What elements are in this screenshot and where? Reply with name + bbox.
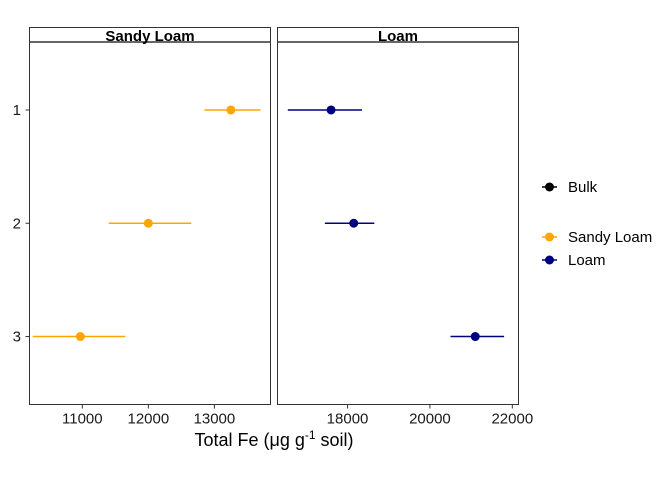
y-tick-label-2: 2	[13, 215, 21, 232]
data-point-2	[349, 218, 359, 228]
y-tick-label-1: 1	[13, 102, 21, 119]
panel-sandy-loam-border	[29, 27, 271, 405]
legend-marker-sandy-loam	[545, 232, 554, 242]
x-axis-title: Total Fe (μg g-1 soil)	[194, 428, 353, 450]
data-point-1	[326, 105, 336, 115]
data-point-3	[75, 332, 85, 342]
x-tick-label-11000: 11000	[62, 411, 103, 428]
panel-loam-marks: 18000 20000 22000	[287, 105, 533, 428]
x-tick-label-12000: 12000	[127, 411, 169, 428]
x-axis-title-mu: μ	[269, 430, 279, 450]
data-point-3	[470, 332, 480, 342]
legend: Bulk Sandy Loam Loam	[542, 179, 652, 269]
x-tick-label-13000: 13000	[194, 411, 236, 428]
legend-label-bulk: Bulk	[568, 179, 598, 196]
panel-loam-title: Loam	[378, 28, 418, 45]
x-axis-title-sup: -1	[305, 428, 316, 442]
legend-marker-loam	[545, 255, 554, 265]
x-axis-title-unit: g g	[280, 430, 305, 450]
panel-loam: Loam 18000 20000 22000	[277, 27, 533, 428]
x-axis-title-prefix: Total Fe (	[194, 430, 269, 450]
panel-sandy-loam-title: Sandy Loam	[105, 28, 194, 45]
data-point-1	[226, 105, 236, 115]
x-tick-label-22000: 22000	[491, 411, 533, 428]
legend-marker-bulk	[545, 182, 554, 192]
panel-sandy-loam-marks: 11000 12000 13000	[32, 105, 261, 428]
x-tick-label-18000: 18000	[327, 411, 369, 428]
panel-sandy-loam: Sandy Loam 11000 12000 13000	[29, 27, 271, 428]
y-tick-label-3: 3	[13, 329, 21, 346]
x-axis-title-suffix: soil)	[316, 430, 354, 450]
legend-label-sandy-loam: Sandy Loam	[568, 229, 652, 246]
x-tick-label-20000: 20000	[409, 411, 451, 428]
data-point-2	[143, 218, 153, 228]
legend-label-loam: Loam	[568, 252, 606, 269]
panel-loam-border	[277, 27, 519, 405]
y-axis: 1 2 3	[13, 102, 30, 346]
